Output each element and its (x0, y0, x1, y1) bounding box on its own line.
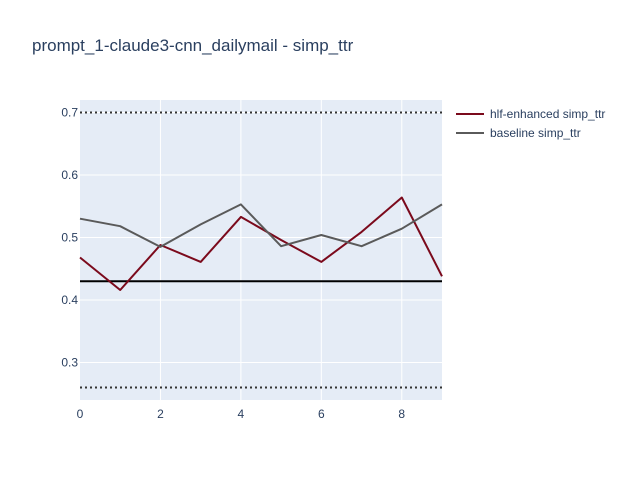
x-tick-label: 0 (77, 407, 84, 421)
series-lines (79, 196, 443, 291)
plot-area (80, 100, 442, 400)
series-line-1 (79, 196, 443, 291)
axis-ticks: 0 2 4 6 8 0.3 0.4 0.5 0.6 0.7 (61, 106, 405, 422)
x-tick-label: 8 (398, 407, 405, 421)
y-tick-label: 0.4 (61, 293, 78, 307)
y-tick-label: 0.6 (61, 168, 78, 182)
y-tick-label: 0.7 (61, 106, 78, 120)
legend-item[interactable]: hlf-enhanced simp_ttr (456, 107, 605, 121)
chart-title: prompt_1-claude3-cnn_dailymail - simp_tt… (32, 36, 354, 55)
legend-label: baseline simp_ttr (490, 126, 581, 140)
reference-lines (80, 111, 442, 389)
y-tick-label: 0.3 (61, 356, 78, 370)
x-tick-label: 4 (238, 407, 245, 421)
legend-item[interactable]: baseline simp_ttr (456, 126, 581, 140)
legend-label: hlf-enhanced simp_ttr (490, 107, 605, 121)
series-line-2 (79, 203, 443, 248)
x-tick-label: 2 (157, 407, 164, 421)
y-tick-label: 0.5 (61, 231, 78, 245)
x-tick-label: 6 (318, 407, 325, 421)
legend[interactable]: hlf-enhanced simp_ttr baseline simp_ttr (456, 107, 605, 140)
